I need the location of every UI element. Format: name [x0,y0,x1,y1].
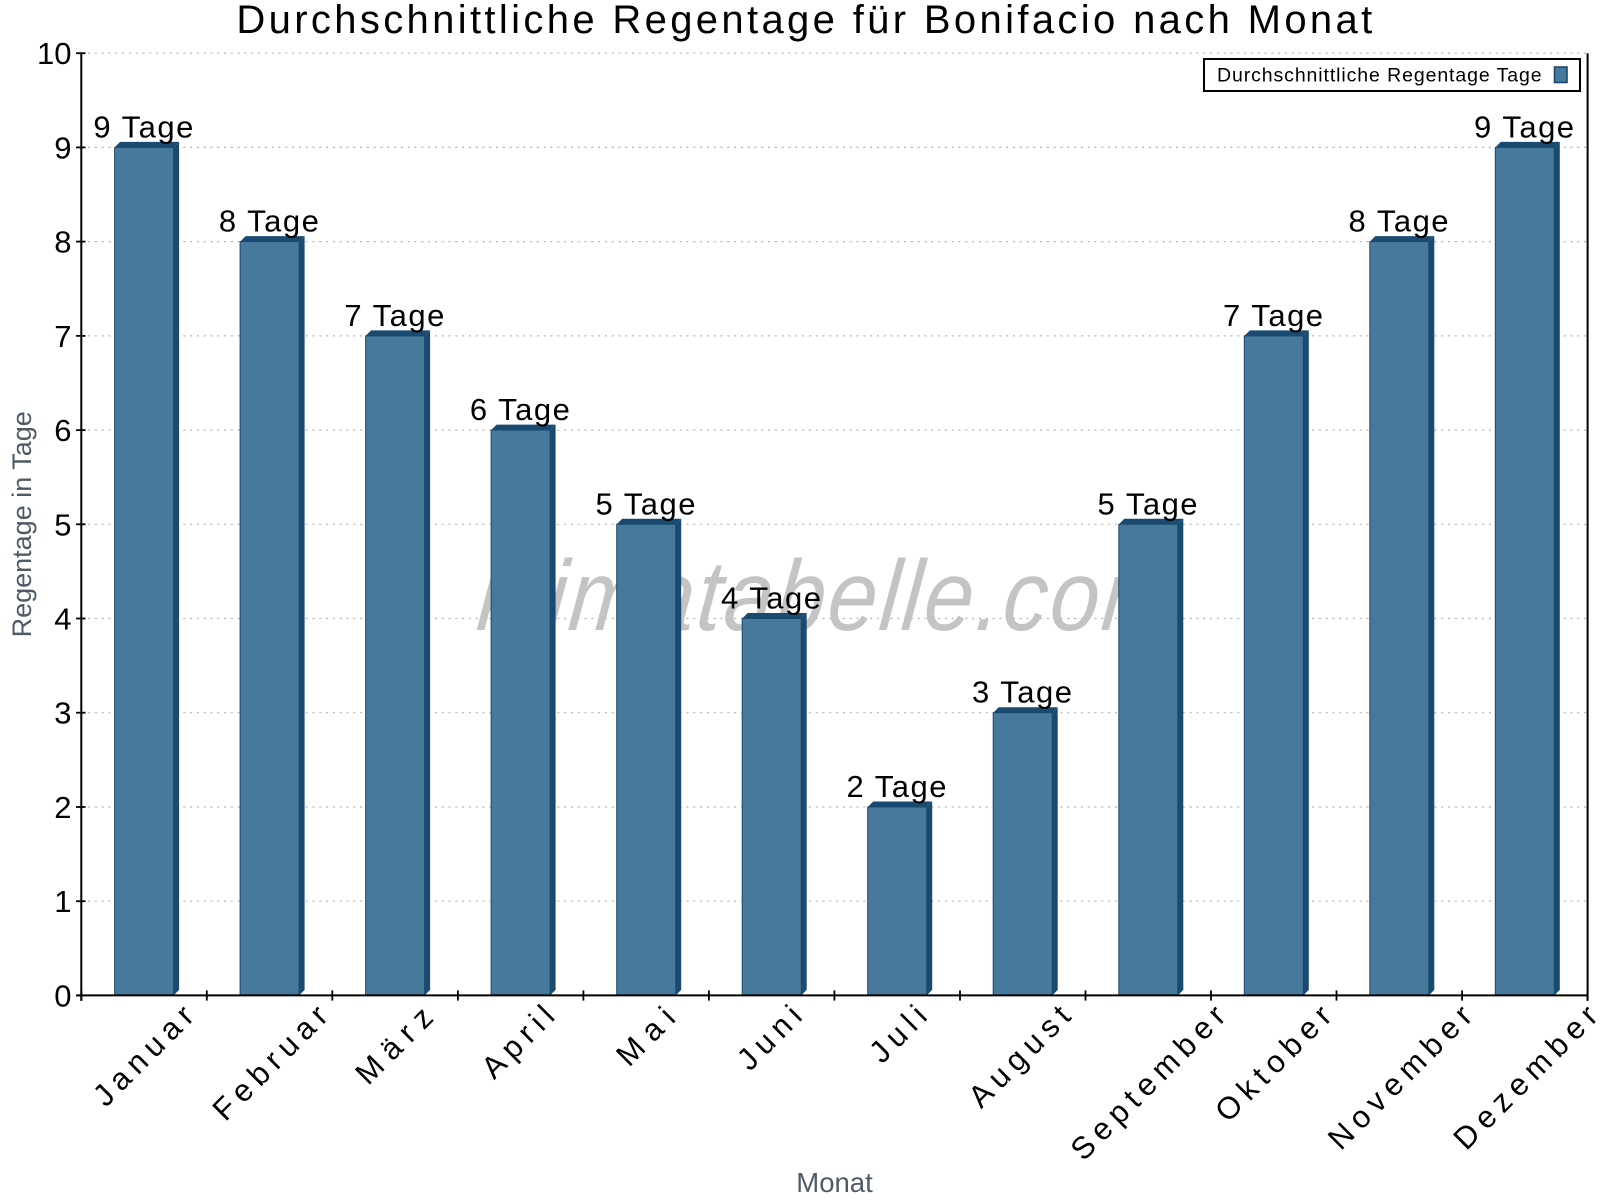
svg-text:8: 8 [54,225,71,260]
svg-text:2 Tage: 2 Tage [846,769,948,804]
svg-text:0: 0 [54,978,71,1013]
svg-text:8 Tage: 8 Tage [219,204,321,239]
svg-text:5 Tage: 5 Tage [595,486,697,521]
svg-text:3: 3 [54,696,71,731]
svg-text:8 Tage: 8 Tage [1349,204,1451,239]
svg-text:4: 4 [54,602,71,637]
svg-text:5 Tage: 5 Tage [1098,486,1200,521]
svg-text:1: 1 [54,884,71,919]
svg-text:Durchschnittliche Regentage fü: Durchschnittliche Regentage für Bonifaci… [236,0,1375,42]
svg-text:7 Tage: 7 Tage [344,298,446,333]
svg-text:9: 9 [54,130,71,165]
svg-text:7 Tage: 7 Tage [1223,298,1325,333]
svg-text:klimatabelle.com: klimatabelle.com [473,540,1184,652]
svg-text:9 Tage: 9 Tage [93,109,195,144]
svg-text:6 Tage: 6 Tage [470,392,572,427]
svg-text:9 Tage: 9 Tage [1474,109,1576,144]
svg-text:2: 2 [54,790,71,825]
svg-text:Monat: Monat [796,1167,873,1198]
svg-text:10: 10 [37,36,71,71]
svg-text:3 Tage: 3 Tage [972,675,1074,710]
svg-text:Durchschnittliche Regentage Ta: Durchschnittliche Regentage Tage [1217,65,1542,87]
svg-text:4 Tage: 4 Tage [721,581,823,616]
svg-text:5: 5 [54,507,71,542]
svg-text:7: 7 [54,319,71,354]
svg-text:6: 6 [54,413,71,448]
svg-text:Regentage in Tage: Regentage in Tage [7,411,37,637]
